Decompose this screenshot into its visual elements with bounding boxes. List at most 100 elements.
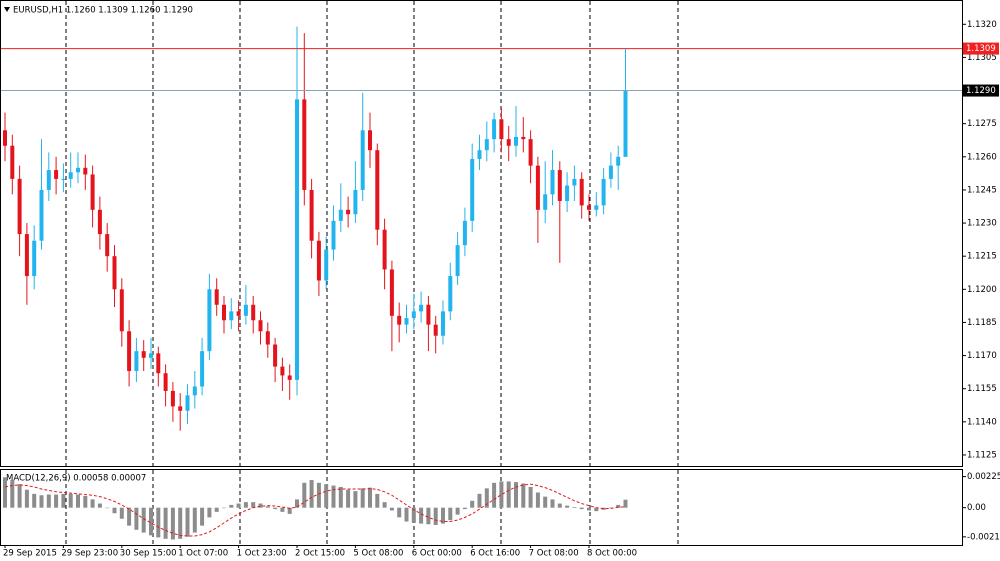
- macd-bar: [521, 483, 526, 508]
- macd-bar: [543, 496, 548, 508]
- macd-bar: [535, 492, 540, 508]
- macd-bar: [426, 507, 431, 525]
- candle-body: [455, 245, 460, 277]
- main-panel: [0, 0, 963, 467]
- candle-body: [105, 234, 110, 257]
- price-label: 1.1290: [966, 86, 996, 96]
- candle-body: [514, 136, 518, 146]
- candle-body: [404, 318, 409, 325]
- macd-bar: [105, 507, 110, 509]
- candle-body: [24, 234, 29, 277]
- y-tick-label: 1.1140: [967, 417, 997, 427]
- y-tick-label: 1.1230: [967, 219, 997, 229]
- candle-body: [83, 167, 88, 175]
- candle-body: [287, 375, 292, 380]
- macd-bar: [324, 484, 329, 508]
- candle-body: [214, 289, 219, 305]
- candle-body: [368, 130, 372, 151]
- macd-bar: [492, 482, 497, 508]
- x-tick-label: 29 Sep 2015: [3, 549, 57, 559]
- candle-body: [265, 331, 270, 345]
- y-tick-label: 1.1155: [967, 384, 997, 394]
- candle-body: [543, 194, 548, 210]
- macd-bar: [484, 488, 489, 508]
- macd-bar: [287, 507, 292, 514]
- candle-body: [462, 220, 467, 246]
- signal-line: [4, 483, 626, 537]
- y-tick-label: 1.1275: [967, 119, 997, 129]
- macd-bar: [411, 507, 416, 523]
- candle-body: [170, 390, 175, 407]
- macd-bar: [331, 485, 336, 508]
- macd-bar: [404, 507, 409, 522]
- candle-body: [506, 139, 511, 146]
- candle-body: [207, 289, 212, 352]
- macd-bar: [83, 495, 88, 508]
- y-tick-label: 0.00: [967, 503, 986, 513]
- candle-body: [426, 304, 431, 325]
- candle-body: [572, 178, 577, 186]
- candle-body: [68, 172, 73, 179]
- candle-body: [382, 229, 387, 270]
- candles: [3, 26, 628, 431]
- candle-body: [302, 99, 307, 190]
- candle-body: [243, 304, 248, 316]
- x-tick-label: 29 Sep 23:00: [61, 549, 118, 559]
- macd-bar: [222, 507, 226, 509]
- candle-body: [601, 178, 606, 206]
- candle-body: [90, 174, 95, 210]
- candle-body: [492, 119, 497, 140]
- macd-bar: [346, 489, 351, 508]
- macd-bar: [419, 507, 424, 524]
- macd-bar: [156, 507, 161, 538]
- macd-bar: [295, 499, 299, 508]
- candle-body: [389, 269, 394, 316]
- macd-bar: [149, 507, 153, 536]
- macd-bar: [499, 481, 504, 508]
- macd-bar: [258, 503, 263, 508]
- macd-bar: [382, 502, 387, 508]
- candle-body: [550, 170, 555, 195]
- candle-body: [119, 289, 124, 332]
- candle-body: [535, 165, 540, 210]
- menu-arrow: [4, 7, 10, 12]
- price-label-box: [963, 42, 999, 55]
- macd-bar: [309, 480, 314, 508]
- candle-body: [397, 315, 402, 325]
- macd-bar: [565, 505, 570, 508]
- candle-body: [521, 136, 526, 140]
- x-tick-label: 6 Oct 16:00: [470, 549, 520, 559]
- macd-bar: [76, 494, 80, 508]
- macd-bar: [178, 507, 183, 539]
- macd-bar: [273, 507, 278, 510]
- macd-bar: [39, 495, 44, 508]
- candle-body: [185, 395, 190, 411]
- candle-body: [565, 185, 570, 201]
- macd-bar: [236, 503, 241, 508]
- candle-body: [499, 119, 504, 140]
- x-tick-label: 7 Oct 08:00: [529, 549, 579, 559]
- macd-bar: [528, 486, 533, 508]
- macd-bar: [302, 482, 307, 508]
- candle-body: [97, 209, 102, 235]
- macd-bar: [455, 507, 460, 515]
- y-tick-label: -0.00211: [967, 532, 1000, 542]
- macd-bar: [623, 499, 628, 508]
- candle-body: [192, 386, 197, 396]
- candle-body: [200, 351, 205, 387]
- macd-bar: [17, 484, 22, 508]
- candle-body: [76, 167, 80, 173]
- macd-bar: [375, 493, 380, 508]
- candle-body: [419, 304, 424, 312]
- candle-body: [411, 311, 416, 319]
- x-tick-label: 6 Oct 00:00: [412, 549, 462, 559]
- y-tick-label: 1.1245: [967, 185, 997, 195]
- macd-bar: [207, 507, 212, 518]
- macd-bar: [112, 507, 117, 514]
- y-tick-label: 0.00225: [967, 472, 1000, 482]
- macd-bar: [24, 489, 29, 508]
- macd-bar: [46, 494, 51, 508]
- candle-body: [229, 311, 234, 321]
- macd-bar: [368, 487, 372, 508]
- macd-bar: [397, 507, 402, 518]
